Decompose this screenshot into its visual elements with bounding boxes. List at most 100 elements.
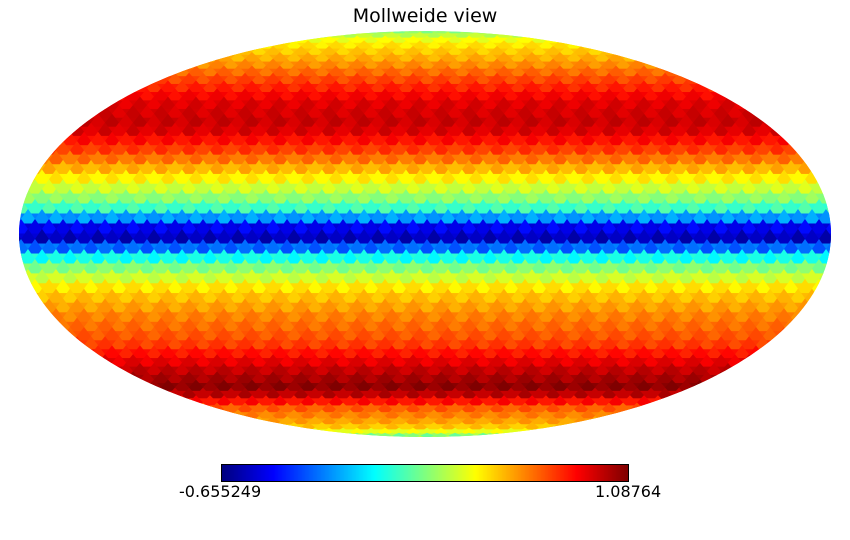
healpix-pixel bbox=[0, 380, 7, 396]
healpix-pixel bbox=[259, 379, 273, 396]
healpix-pixel bbox=[308, 58, 322, 73]
healpix-pixel bbox=[336, 31, 350, 36]
healpix-pixel bbox=[406, 105, 420, 123]
healpix-pixel bbox=[350, 58, 364, 73]
healpix-pixel bbox=[791, 65, 805, 81]
healpix-pixel bbox=[826, 336, 831, 355]
healpix-pixel bbox=[749, 363, 763, 380]
healpix-pixel bbox=[826, 141, 831, 160]
healpix-pixel bbox=[714, 45, 728, 59]
healpix-pixel bbox=[798, 88, 812, 105]
healpix-pixel bbox=[329, 131, 343, 151]
healpix-pixel bbox=[84, 58, 98, 73]
healpix-pixel bbox=[462, 298, 476, 318]
healpix-pixel bbox=[826, 371, 831, 388]
healpix-pixel bbox=[497, 65, 511, 81]
healpix-pixel bbox=[805, 96, 819, 114]
healpix-pixel bbox=[203, 31, 217, 41]
healpix-pixel bbox=[455, 31, 469, 41]
healpix-pixel bbox=[245, 409, 259, 423]
healpix-pixel bbox=[238, 416, 252, 428]
healpix-pixel bbox=[728, 354, 742, 372]
healpix-pixel bbox=[756, 88, 770, 105]
healpix-pixel bbox=[707, 65, 721, 81]
healpix-pixel bbox=[469, 131, 483, 151]
healpix-pixel bbox=[798, 105, 812, 123]
healpix-pixel bbox=[441, 80, 455, 97]
healpix-pixel bbox=[168, 354, 182, 372]
healpix-pixel bbox=[763, 422, 777, 433]
healpix-pixel bbox=[637, 363, 651, 380]
healpix-pixel bbox=[19, 65, 21, 81]
healpix-pixel bbox=[826, 159, 831, 180]
healpix-pixel bbox=[238, 35, 252, 46]
healpix-pixel bbox=[19, 363, 21, 380]
healpix-pixel bbox=[826, 45, 831, 59]
healpix-pixel bbox=[112, 72, 126, 89]
healpix-pixel bbox=[19, 72, 28, 89]
healpix-pixel bbox=[819, 395, 831, 410]
healpix-pixel bbox=[343, 409, 357, 423]
healpix-pixel bbox=[399, 52, 413, 66]
healpix-pixel bbox=[581, 432, 595, 437]
healpix-pixel bbox=[0, 363, 7, 380]
healpix-pixel bbox=[700, 416, 714, 428]
healpix-pixel bbox=[399, 65, 413, 81]
healpix-pixel bbox=[154, 416, 168, 428]
healpix-pixel bbox=[28, 354, 42, 372]
healpix-pixel bbox=[651, 269, 665, 289]
healpix-pixel bbox=[98, 31, 112, 36]
healpix-pixel bbox=[70, 31, 84, 36]
healpix-pixel bbox=[315, 409, 329, 423]
healpix-pixel bbox=[245, 269, 259, 289]
healpix-pixel bbox=[19, 371, 28, 388]
healpix-pixel bbox=[532, 354, 546, 372]
healpix-pixel bbox=[812, 35, 826, 46]
healpix-pixel bbox=[105, 131, 119, 151]
healpix-pixel bbox=[105, 40, 119, 52]
healpix-pixel bbox=[441, 363, 455, 380]
healpix-pixel bbox=[406, 259, 420, 279]
healpix-pixel bbox=[42, 416, 56, 428]
healpix-pixel bbox=[616, 416, 630, 428]
healpix-pixel bbox=[56, 416, 70, 428]
healpix-pixel bbox=[287, 432, 301, 437]
healpix-pixel bbox=[728, 427, 742, 437]
healpix-pixel bbox=[49, 327, 63, 346]
healpix-pixel bbox=[686, 31, 700, 36]
healpix-pixel bbox=[42, 427, 56, 437]
healpix-pixel bbox=[63, 395, 77, 410]
healpix-pixel bbox=[553, 409, 567, 423]
healpix-pixel bbox=[791, 395, 805, 410]
healpix-pixel bbox=[833, 52, 847, 65]
healpix-pixel bbox=[280, 58, 294, 73]
healpix-pixel bbox=[19, 113, 21, 132]
healpix-pixel bbox=[0, 219, 14, 239]
healpix-pixel bbox=[784, 122, 798, 141]
healpix-pixel bbox=[462, 416, 476, 428]
healpix-pixel bbox=[182, 31, 196, 36]
healpix-pixel bbox=[224, 31, 238, 36]
healpix-pixel bbox=[714, 298, 728, 318]
healpix-pixel bbox=[637, 379, 651, 396]
healpix-pixel bbox=[19, 35, 28, 46]
healpix-pixel bbox=[623, 169, 637, 190]
healpix-pixel bbox=[812, 387, 826, 403]
healpix-pixel bbox=[490, 354, 504, 372]
healpix-pixel bbox=[770, 354, 784, 372]
healpix-pixel bbox=[623, 379, 637, 396]
healpix-pixel bbox=[252, 105, 266, 123]
healpix-pixel bbox=[266, 432, 280, 437]
healpix-pixel bbox=[679, 52, 693, 66]
healpix-pixel bbox=[133, 52, 147, 66]
healpix-pixel bbox=[448, 416, 462, 428]
healpix-pixel bbox=[581, 269, 595, 289]
healpix-pixel bbox=[448, 141, 462, 160]
healpix-pixel bbox=[476, 416, 490, 428]
healpix-pixel bbox=[133, 65, 147, 81]
healpix-pixel bbox=[735, 31, 749, 41]
healpix-pixel bbox=[630, 298, 644, 318]
healpix-pixel bbox=[217, 363, 231, 380]
healpix-pixel bbox=[553, 131, 567, 151]
healpix-pixel bbox=[49, 113, 63, 132]
